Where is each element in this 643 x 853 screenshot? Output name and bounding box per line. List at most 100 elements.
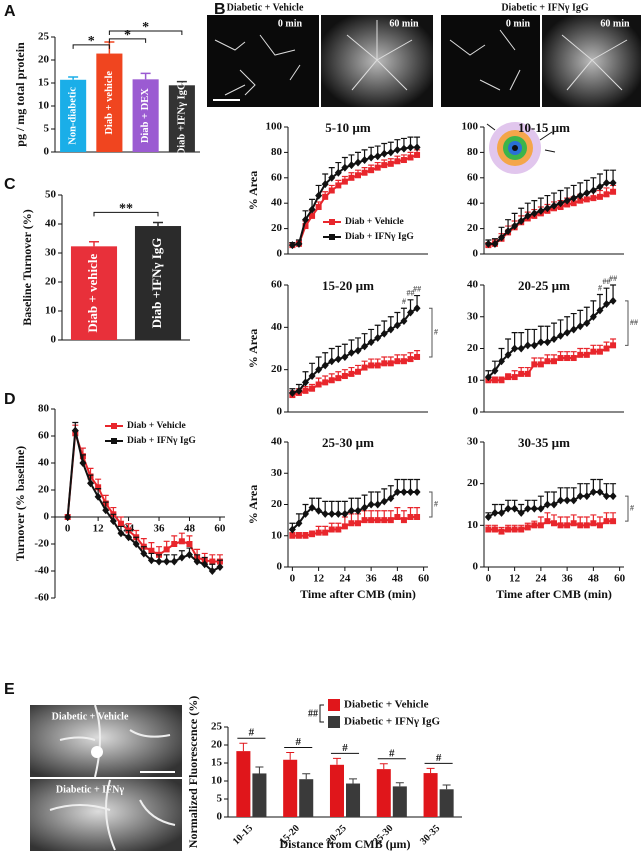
marker (322, 529, 329, 536)
x-tick-label: 12 (509, 573, 521, 585)
error-bar (286, 752, 295, 760)
marker (407, 143, 414, 152)
marker (334, 355, 342, 364)
x-tick-label: 60 (418, 573, 430, 585)
marker (315, 381, 322, 388)
marker (596, 488, 604, 496)
marker (341, 352, 349, 361)
error-bar (89, 240, 99, 247)
legend-label: Diab + IFNγ IgG (127, 436, 196, 446)
marker (315, 506, 323, 515)
cell-processes (214, 20, 628, 96)
image-label: 0 min (506, 18, 531, 29)
significance-label: # (389, 747, 395, 759)
legend-swatch (328, 716, 340, 728)
x-tick-label: 12 (93, 523, 105, 535)
marker (491, 508, 499, 517)
y-tick-label: 5 (44, 123, 50, 135)
x-tick-label: 60 (214, 523, 226, 535)
marker (583, 196, 590, 203)
marker (557, 199, 565, 208)
marker (102, 506, 110, 515)
marker (361, 503, 369, 512)
marker (413, 143, 421, 152)
marker (577, 351, 584, 358)
legend-annotation: ## (308, 708, 318, 719)
category-label: Diab +IFNγ IgG (176, 82, 187, 155)
y-axis-label: Normalized Fluorescence (%) (186, 696, 200, 848)
marker (505, 374, 512, 381)
marker (505, 526, 512, 533)
marker (387, 325, 395, 334)
y-tick-label: 5 (217, 793, 223, 805)
x-tick-label: 48 (184, 523, 196, 535)
y-tick-label: -60 (34, 592, 49, 604)
marker (341, 178, 348, 185)
marker (321, 180, 329, 189)
marker (557, 331, 565, 340)
panel-label: A (4, 3, 16, 20)
marker (328, 357, 336, 366)
significance-bracket (625, 300, 629, 346)
significance-label: ## (407, 289, 415, 298)
marker (367, 153, 375, 162)
y-axis-label: Turnover (% baseline) (13, 446, 27, 561)
chart-title: 25-30 µm (322, 435, 374, 450)
marker (504, 350, 512, 359)
marker (193, 557, 201, 566)
category-label: Diab + vehicle (104, 71, 115, 135)
marker (570, 496, 578, 505)
marker (570, 520, 577, 527)
y-tick-label: 0 (473, 248, 479, 260)
panel-label: E (4, 681, 15, 698)
x-tick-label: 48 (588, 573, 600, 585)
marker (537, 206, 545, 215)
marker (543, 338, 551, 347)
y-tick-label: 80 (467, 146, 479, 158)
marker (335, 182, 342, 189)
y-tick-label: 0 (473, 561, 479, 573)
image-title: Diabetic + Vehicle (227, 2, 304, 13)
marker (551, 358, 557, 365)
marker (387, 517, 394, 524)
marker (368, 167, 375, 174)
y-axis-label: % Area (246, 329, 260, 368)
marker (117, 520, 124, 527)
marker (544, 358, 551, 365)
error-bar (442, 784, 451, 790)
marker (557, 496, 565, 505)
marker (583, 351, 590, 358)
marker (577, 522, 584, 529)
y-tick-label: 10 (467, 374, 479, 386)
bar (299, 779, 314, 817)
marker (596, 182, 604, 191)
marker (295, 239, 303, 248)
marker (109, 517, 117, 526)
y-tick-label: 20 (271, 498, 283, 510)
marker (413, 488, 421, 496)
marker (524, 524, 531, 531)
marker (589, 312, 597, 321)
error-bar (302, 773, 311, 780)
marker (334, 509, 342, 518)
marker (589, 186, 597, 195)
marker (328, 377, 335, 384)
y-tick-label: 10 (38, 100, 50, 112)
error-bar (332, 757, 341, 765)
y-tick-label: 20 (211, 739, 223, 751)
bar (283, 759, 298, 817)
marker (328, 526, 335, 533)
marker (518, 370, 525, 377)
y-tick-label: 80 (271, 146, 283, 158)
marker (387, 494, 395, 503)
x-tick-label: 0 (65, 523, 71, 535)
marker (87, 479, 95, 488)
marker (517, 216, 525, 225)
image-label: 60 min (600, 18, 630, 29)
legend-label: Diab + Vehicle (345, 217, 404, 227)
y-tick-label: 30 (45, 247, 57, 259)
y-tick-label: 20 (38, 54, 50, 66)
x-tick-label: 0 (290, 573, 296, 585)
marker (570, 355, 577, 362)
error-bar (395, 782, 404, 787)
